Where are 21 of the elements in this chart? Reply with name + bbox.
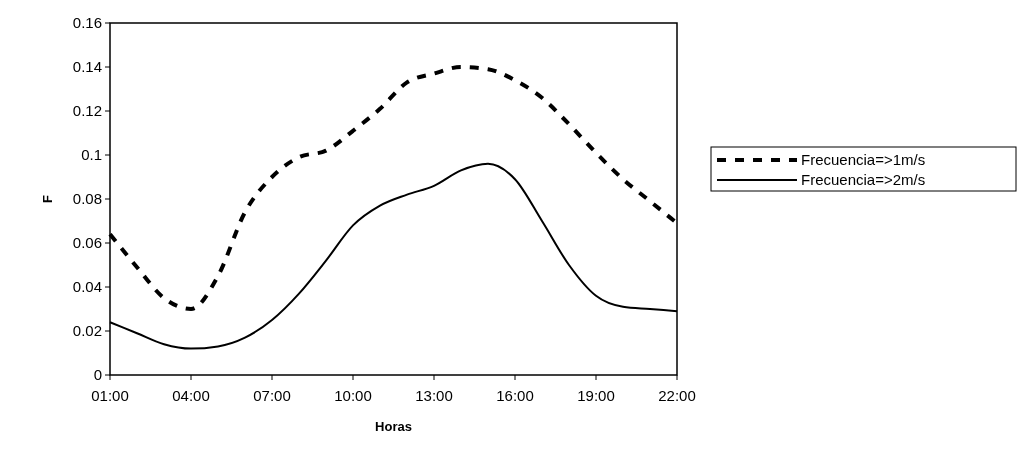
x-tick-label: 19:00: [577, 387, 615, 404]
x-tick-label: 16:00: [496, 387, 534, 404]
x-tick-label: 22:00: [658, 387, 696, 404]
x-axis-title: Horas: [375, 419, 412, 434]
y-tick-label: 0.04: [72, 278, 102, 296]
x-tick-label: 10:00: [334, 387, 372, 404]
y-tick-label: 0.1: [81, 146, 102, 164]
y-tick-label: 0.08: [72, 190, 102, 208]
x-tick-label: 04:00: [172, 387, 210, 404]
y-tick-label: 0.12: [72, 102, 102, 120]
y-axis-title: F: [40, 194, 55, 203]
x-tick-label: 01:00: [91, 387, 129, 404]
x-tick-label: 13:00: [415, 387, 453, 404]
y-tick-label: 0.02: [72, 322, 102, 340]
y-tick-label: 0.06: [72, 234, 102, 252]
text: Frecuencia=>1m/s: [801, 151, 926, 169]
text: Frecuencia=>2m/s: [801, 171, 926, 189]
y-tick-label: 0.14: [72, 58, 102, 76]
x-tick-label: 07:00: [253, 387, 291, 404]
y-tick-label: 0: [93, 366, 102, 384]
y-tick-label: 0.16: [72, 14, 102, 32]
